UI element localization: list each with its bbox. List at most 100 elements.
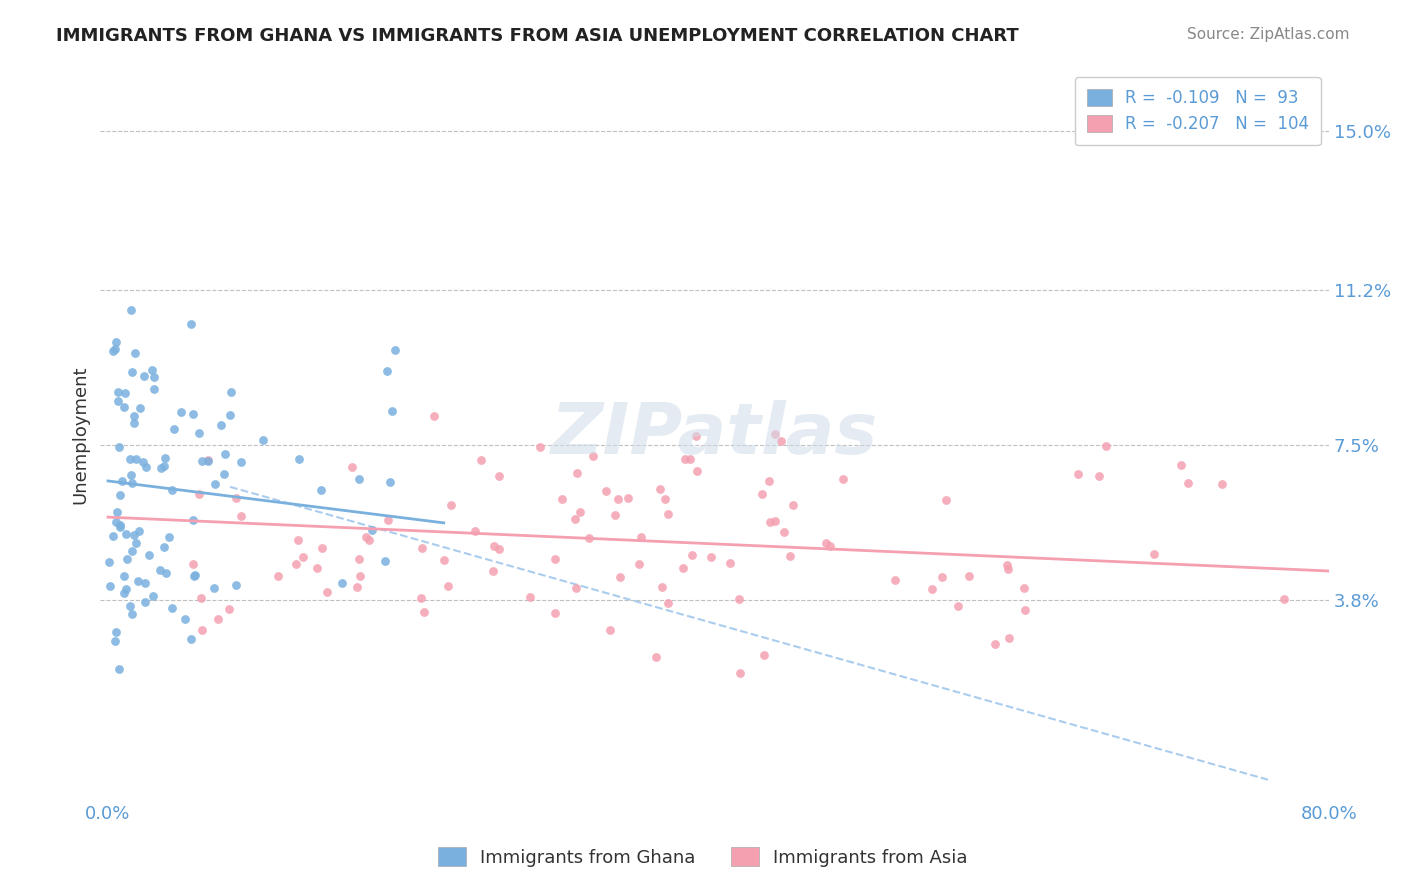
Point (184, 568, 207, 582)
Point (125, 452, 148, 467)
Point (132, 368, 155, 383)
Point (564, 512, 586, 526)
Point (375, 364, 398, 378)
Point (101, 344, 124, 359)
Point (759, 515, 782, 529)
Point (187, 426, 209, 441)
Point (644, 649, 666, 664)
Point (114, 385, 136, 400)
Point (1177, 476, 1199, 491)
Y-axis label: Unemployment: Unemployment (72, 366, 89, 504)
Point (599, 623, 621, 637)
Point (292, 549, 315, 564)
Point (108, 440, 131, 454)
Point (134, 575, 156, 590)
Point (231, 508, 253, 523)
Point (681, 548, 703, 562)
Point (672, 561, 695, 575)
Point (143, 370, 166, 384)
Point (946, 599, 969, 613)
Point (204, 476, 226, 491)
Point (437, 579, 460, 593)
Point (657, 507, 679, 521)
Point (758, 474, 780, 488)
Point (118, 599, 141, 613)
Point (648, 482, 671, 496)
Point (115, 582, 138, 596)
Point (162, 600, 184, 615)
Point (135, 459, 157, 474)
Point (544, 606, 567, 620)
Point (209, 417, 232, 432)
Point (381, 404, 404, 418)
Point (104, 634, 127, 648)
Point (181, 557, 204, 571)
Point (931, 570, 953, 584)
Point (685, 429, 707, 443)
Point (121, 607, 143, 622)
Point (921, 582, 943, 596)
Point (1272, 592, 1295, 607)
Point (433, 553, 456, 567)
Point (995, 558, 1018, 573)
Point (107, 393, 129, 408)
Point (180, 632, 202, 647)
Point (360, 524, 382, 538)
Point (578, 531, 600, 545)
Point (488, 469, 510, 483)
Point (122, 528, 145, 542)
Point (1211, 476, 1233, 491)
Point (354, 530, 377, 544)
Point (190, 591, 212, 605)
Point (159, 530, 181, 544)
Point (699, 549, 721, 564)
Point (728, 665, 751, 680)
Point (121, 475, 143, 490)
Point (105, 504, 128, 518)
Point (752, 648, 775, 662)
Point (440, 498, 463, 512)
Point (728, 591, 751, 606)
Point (134, 595, 156, 609)
Point (377, 513, 399, 527)
Point (122, 409, 145, 424)
Text: IMMIGRANTS FROM GHANA VS IMMIGRANTS FROM ASIA UNEMPLOYMENT CORRELATION CHART: IMMIGRANTS FROM GHANA VS IMMIGRANTS FROM… (56, 27, 1019, 45)
Point (565, 467, 588, 481)
Point (219, 385, 242, 400)
Point (170, 405, 193, 419)
Point (143, 382, 166, 396)
Point (108, 519, 131, 533)
Point (287, 533, 309, 547)
Point (207, 612, 229, 626)
Point (311, 541, 333, 555)
Point (529, 440, 551, 454)
Point (1095, 439, 1118, 453)
Point (412, 605, 434, 619)
Point (765, 514, 787, 528)
Point (519, 591, 541, 605)
Point (97, 555, 120, 569)
Point (349, 569, 371, 583)
Point (673, 452, 696, 467)
Point (957, 568, 980, 582)
Point (617, 491, 640, 506)
Point (316, 584, 339, 599)
Point (117, 552, 139, 566)
Point (142, 589, 165, 603)
Point (103, 529, 125, 543)
Point (769, 434, 792, 448)
Point (305, 560, 328, 574)
Point (162, 422, 184, 436)
Point (627, 557, 650, 571)
Point (160, 483, 183, 497)
Point (121, 365, 143, 379)
Point (231, 455, 253, 469)
Point (481, 564, 503, 578)
Point (488, 541, 510, 556)
Point (411, 541, 433, 555)
Point (107, 384, 129, 399)
Point (197, 452, 219, 467)
Text: Source: ZipAtlas.com: Source: ZipAtlas.com (1187, 27, 1350, 42)
Point (288, 452, 311, 467)
Point (595, 484, 617, 499)
